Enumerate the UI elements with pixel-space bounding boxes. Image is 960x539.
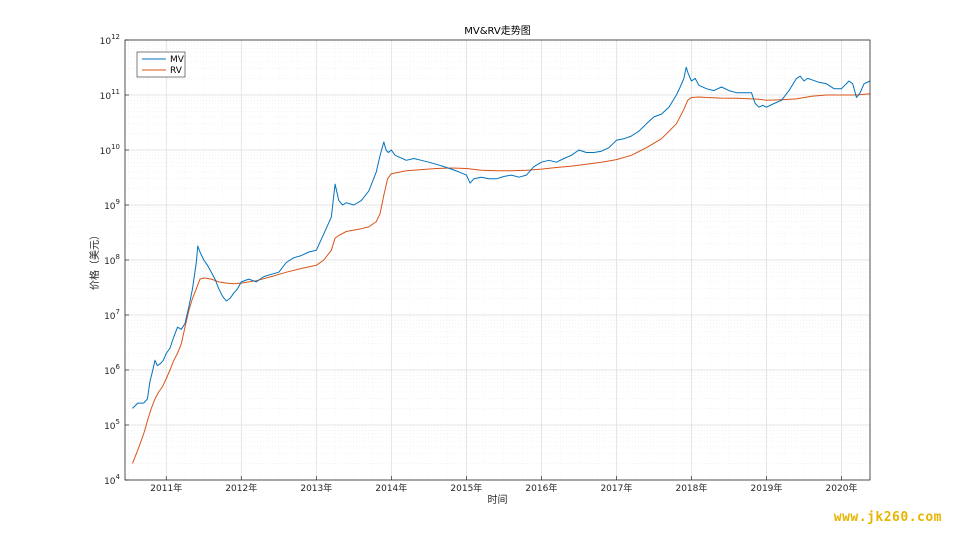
watermark: www.jk260.com <box>833 510 942 525</box>
y-tick-label: 1010 <box>100 143 120 157</box>
series-line-mv <box>132 66 871 409</box>
y-tick-label: 104 <box>104 473 120 487</box>
x-tick-label: 2011年 <box>150 482 182 494</box>
legend: MV RV <box>136 51 186 78</box>
y-tick-exponent: 4 <box>116 473 121 481</box>
chart-title: MV&RV走势图 <box>464 24 531 37</box>
y-tick-label: 108 <box>104 253 120 267</box>
x-tick-label: 2014年 <box>375 482 407 494</box>
x-tick-label: 2020年 <box>826 482 858 494</box>
y-tick-label: 1012 <box>100 33 120 47</box>
y-tick-base: 10 <box>100 147 112 157</box>
y-tick-base: 10 <box>104 477 116 487</box>
y-tick-label: 109 <box>104 198 120 212</box>
x-tick-label: 2017年 <box>600 482 632 494</box>
grid <box>125 39 870 481</box>
x-tick-label: 2016年 <box>525 482 557 494</box>
x-tick-label: 2018年 <box>675 482 707 494</box>
series-line-rv <box>132 93 871 464</box>
y-tick-exponent: 10 <box>111 143 120 151</box>
series-layer <box>132 66 871 464</box>
y-tick-base: 10 <box>104 422 116 432</box>
y-tick-exponent: 5 <box>116 418 120 426</box>
x-tick-label: 2012年 <box>225 482 257 494</box>
y-tick-label: 1011 <box>100 88 120 102</box>
y-tick-exponent: 8 <box>116 253 120 261</box>
x-tick-label: 2015年 <box>450 482 482 494</box>
legend-label-rv: RV <box>170 66 183 76</box>
legend-label-mv: MV <box>170 55 185 65</box>
y-tick-exponent: 6 <box>116 363 121 371</box>
legend-box <box>136 51 186 78</box>
y-tick-exponent: 11 <box>111 88 120 96</box>
y-tick-base: 10 <box>104 312 116 322</box>
y-tick-exponent: 9 <box>116 198 120 206</box>
y-tick-label: 107 <box>104 308 120 322</box>
y-tick-base: 10 <box>104 367 116 377</box>
y-tick-exponent: 12 <box>111 33 120 41</box>
y-axis-label: 价格（美元） <box>88 230 101 290</box>
y-tick-base: 10 <box>104 202 116 212</box>
y-tick-label: 106 <box>104 363 120 377</box>
x-tick-label: 2019年 <box>751 482 783 494</box>
y-tick-exponent: 7 <box>116 308 120 316</box>
y-tick-base: 10 <box>100 37 112 47</box>
x-tick-label: 2013年 <box>300 482 332 494</box>
y-tick-base: 10 <box>100 92 112 102</box>
y-tick-label: 105 <box>104 418 120 432</box>
x-axis-label: 时间 <box>488 493 508 506</box>
y-tick-base: 10 <box>104 257 116 267</box>
